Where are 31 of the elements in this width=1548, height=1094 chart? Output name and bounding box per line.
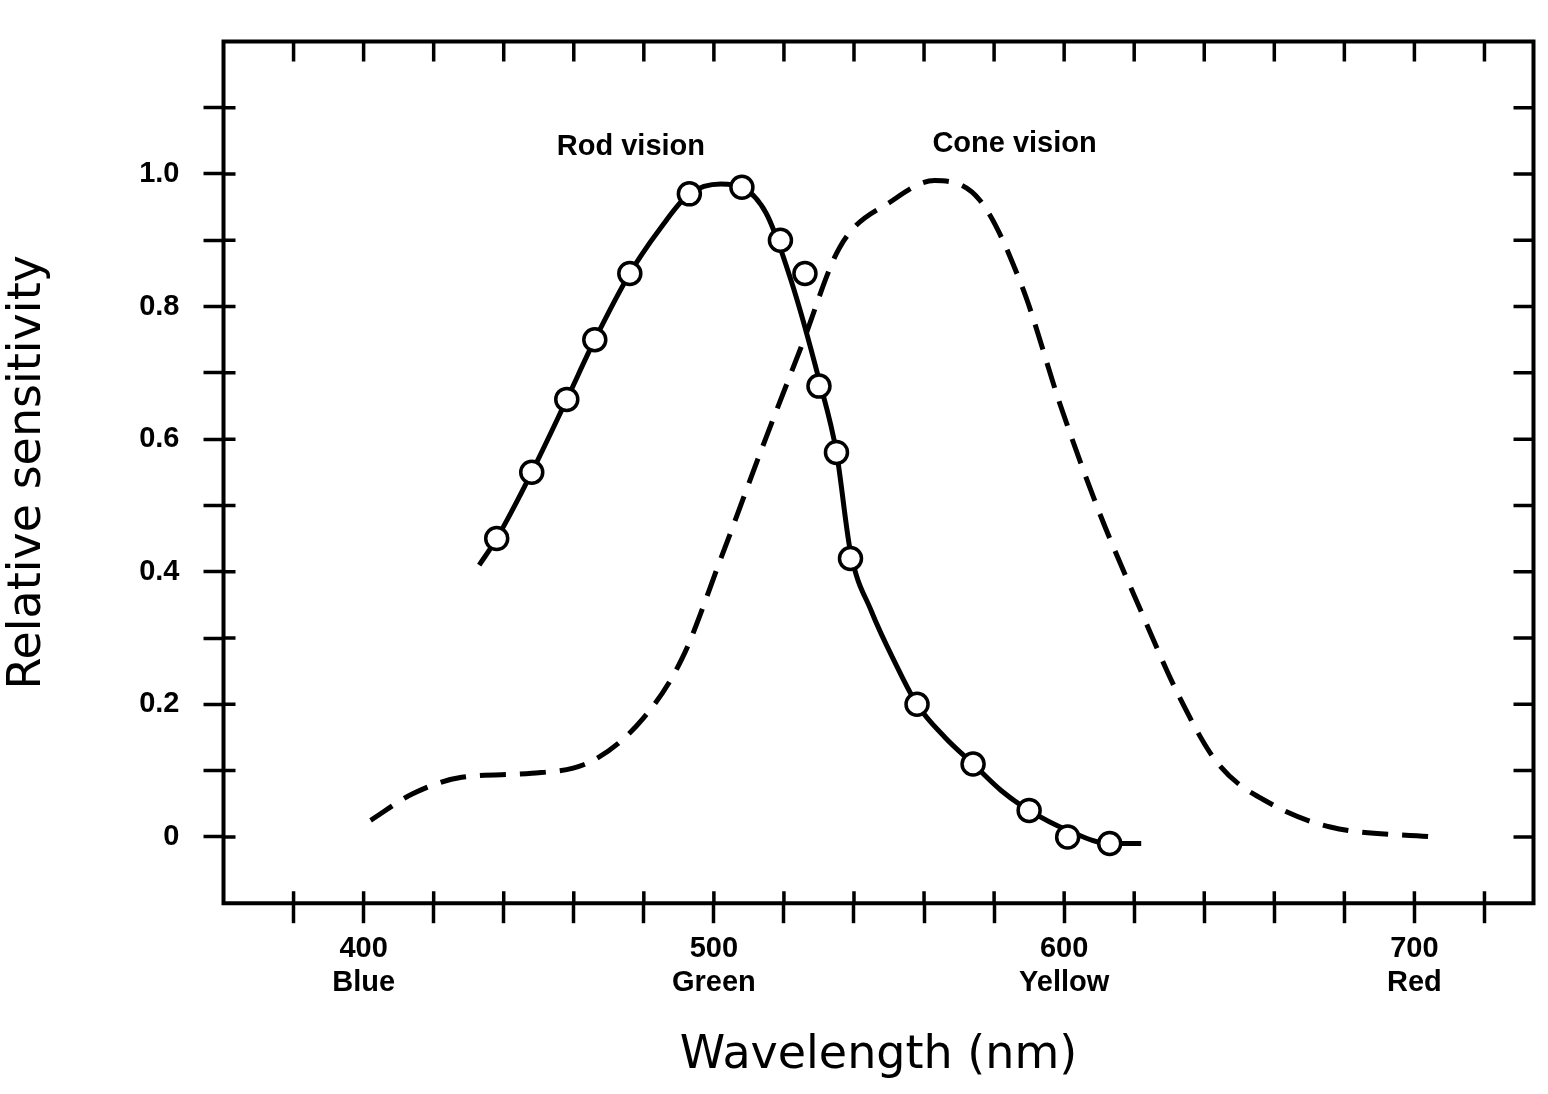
x-tick-label: 400 Blue xyxy=(332,930,396,998)
y-tick-label: 0.6 xyxy=(139,421,180,454)
y-tick-label: 0.4 xyxy=(139,553,180,586)
point xyxy=(1054,824,1081,850)
point xyxy=(676,181,703,207)
point xyxy=(729,174,755,200)
x-tick-label: 600 Yellow xyxy=(1019,930,1110,998)
x-tick-label: 700 Red xyxy=(1387,930,1442,998)
point xyxy=(1016,797,1042,824)
point xyxy=(554,386,580,413)
point xyxy=(823,439,850,466)
point xyxy=(483,525,510,552)
x-tick-label: 500 Green xyxy=(671,930,756,998)
point xyxy=(617,260,643,287)
point xyxy=(519,459,545,486)
point xyxy=(582,326,608,353)
point xyxy=(960,751,986,777)
point xyxy=(806,373,832,399)
y-tick-label: 0 xyxy=(163,818,180,851)
point xyxy=(904,691,930,718)
point xyxy=(1096,830,1123,857)
y-tick-label: 0.2 xyxy=(139,686,180,719)
point xyxy=(837,545,864,572)
series-label: Cone vision xyxy=(932,126,1097,159)
point xyxy=(792,260,818,287)
y-tick-label: 0.8 xyxy=(139,288,180,321)
y-axis-title: Relative sensitivity xyxy=(0,255,51,690)
series-label: Rod vision xyxy=(556,129,706,162)
x-axis-title: Wavelength (nm) xyxy=(679,1025,1078,1080)
point xyxy=(767,227,794,254)
y-tick-label: 1.0 xyxy=(139,155,180,188)
